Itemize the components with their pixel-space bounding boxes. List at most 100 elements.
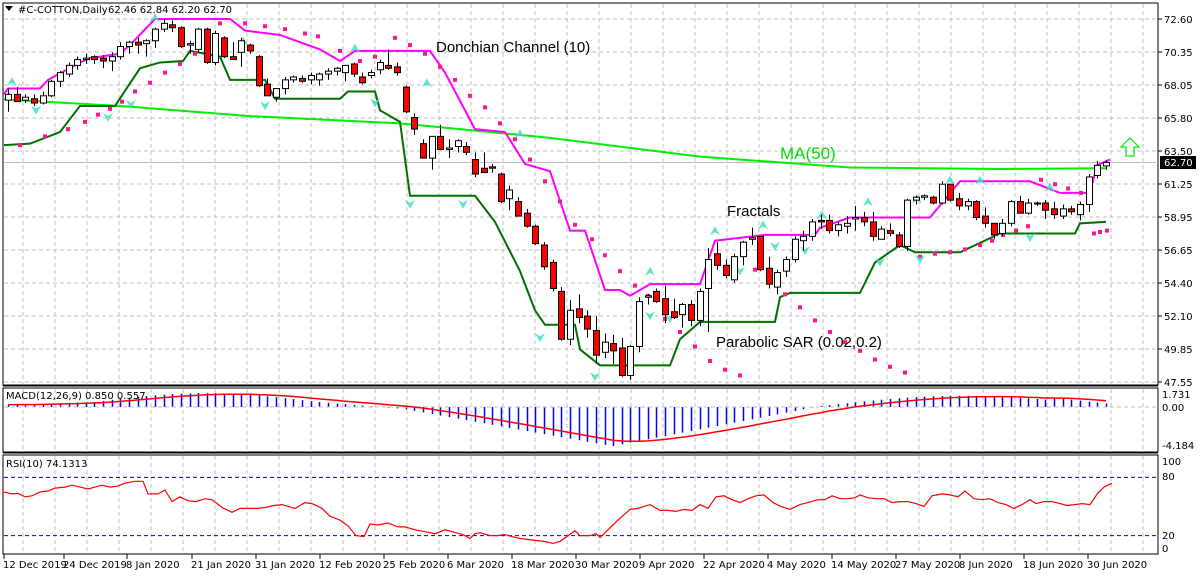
candle [40,95,47,104]
candle [705,259,712,290]
candle [774,272,781,288]
candle [290,76,297,81]
candle [204,28,211,63]
candle [221,37,228,58]
candle [982,215,989,224]
candle [740,241,747,258]
candle [411,117,418,130]
chart-header: #C-COTTON,Daily 62.46 62.84 62.20 62.70 [5,5,232,16]
candle [921,195,928,198]
candle [602,341,609,353]
candle [66,64,73,75]
candle [100,57,107,62]
candle [861,217,868,223]
candle [636,301,643,347]
candle [385,64,392,69]
date-label: 9 Apr 2020 [639,560,694,571]
rsi-indicator [3,476,1158,545]
fractal-markers [7,13,1055,382]
grid-lines [4,4,1162,553]
candle [256,56,263,87]
rsi-tick-80: 80 [1162,472,1175,483]
candle [14,93,21,103]
candle [1025,202,1032,214]
price-tick: 65.80 [1164,114,1193,125]
candle [749,237,756,240]
ohlc-values: 62.46 62.84 62.20 62.70 [108,5,232,16]
candle [627,345,634,376]
candle [351,63,358,75]
candle [22,96,29,101]
candle [956,198,963,207]
date-label: 18 Jun 2020 [1023,560,1083,571]
candle [550,261,557,290]
price-ticks: 72.60 70.35 68.05 65.80 63.50 61.25 58.9… [1164,15,1193,389]
candle [403,86,410,113]
candle [697,290,704,321]
candle [1017,201,1024,214]
candle [1034,202,1041,205]
candle [792,238,799,261]
candle [394,66,401,74]
current-price-badge [1160,156,1196,169]
candle [1103,161,1110,167]
candle [342,64,349,74]
candle [429,135,436,159]
candle [999,222,1006,234]
macd-indicator [4,393,1158,446]
candle [135,41,142,46]
candle [195,28,202,50]
date-label: 8 Jun 2020 [959,560,1013,571]
candle [567,309,574,340]
candle [264,83,271,97]
donchian-annotation: Donchian Channel (10) [436,39,590,56]
candle [437,135,444,150]
date-label: 31 Jan 2020 [255,560,315,571]
rsi-tick-100: 100 [1162,457,1181,468]
candle [723,264,730,276]
price-tick: 56.65 [1164,246,1193,257]
candle [731,256,738,281]
candle [766,267,773,285]
candle [57,72,64,82]
candle [446,147,453,150]
psar-annotation: Parabolic SAR (0.02,0.2) [716,334,882,351]
rsi-tick-20: 20 [1162,531,1175,542]
macd-tick-min: -4.184 [1162,441,1194,452]
candle [844,222,851,227]
price-tick: 61.25 [1164,180,1193,191]
candle [610,343,617,352]
price-tick: 72.60 [1164,15,1193,26]
candle [679,303,686,316]
candle [930,196,937,204]
candle [498,173,505,203]
candle [524,212,531,227]
fractals-annotation: Fractals [727,203,780,220]
candle [1051,208,1058,216]
macd-tick-max: 1.731 [1162,390,1191,401]
candle [584,315,591,330]
date-label: 27 May 2020 [895,560,960,571]
candle [1086,176,1093,205]
pane-frames [2,2,1159,555]
rsi-tick-0: 0 [1162,544,1168,555]
date-label: 21 Jan 2020 [191,560,251,571]
date-label: 18 Mar 2020 [511,560,574,571]
dropdown-triangle-icon[interactable] [5,6,13,11]
candle [273,88,280,98]
candle [896,234,903,248]
candle [515,201,522,217]
candle [325,70,332,75]
ma50-line [3,98,1107,170]
candle [74,59,81,66]
candle [870,221,877,237]
date-label: 4 May 2020 [767,560,826,571]
candle [48,80,55,97]
candle [1060,208,1067,217]
date-label: 12 Feb 2020 [319,560,381,571]
candle [576,308,583,319]
candle [178,27,185,48]
price-tick: 63.50 [1164,147,1193,158]
